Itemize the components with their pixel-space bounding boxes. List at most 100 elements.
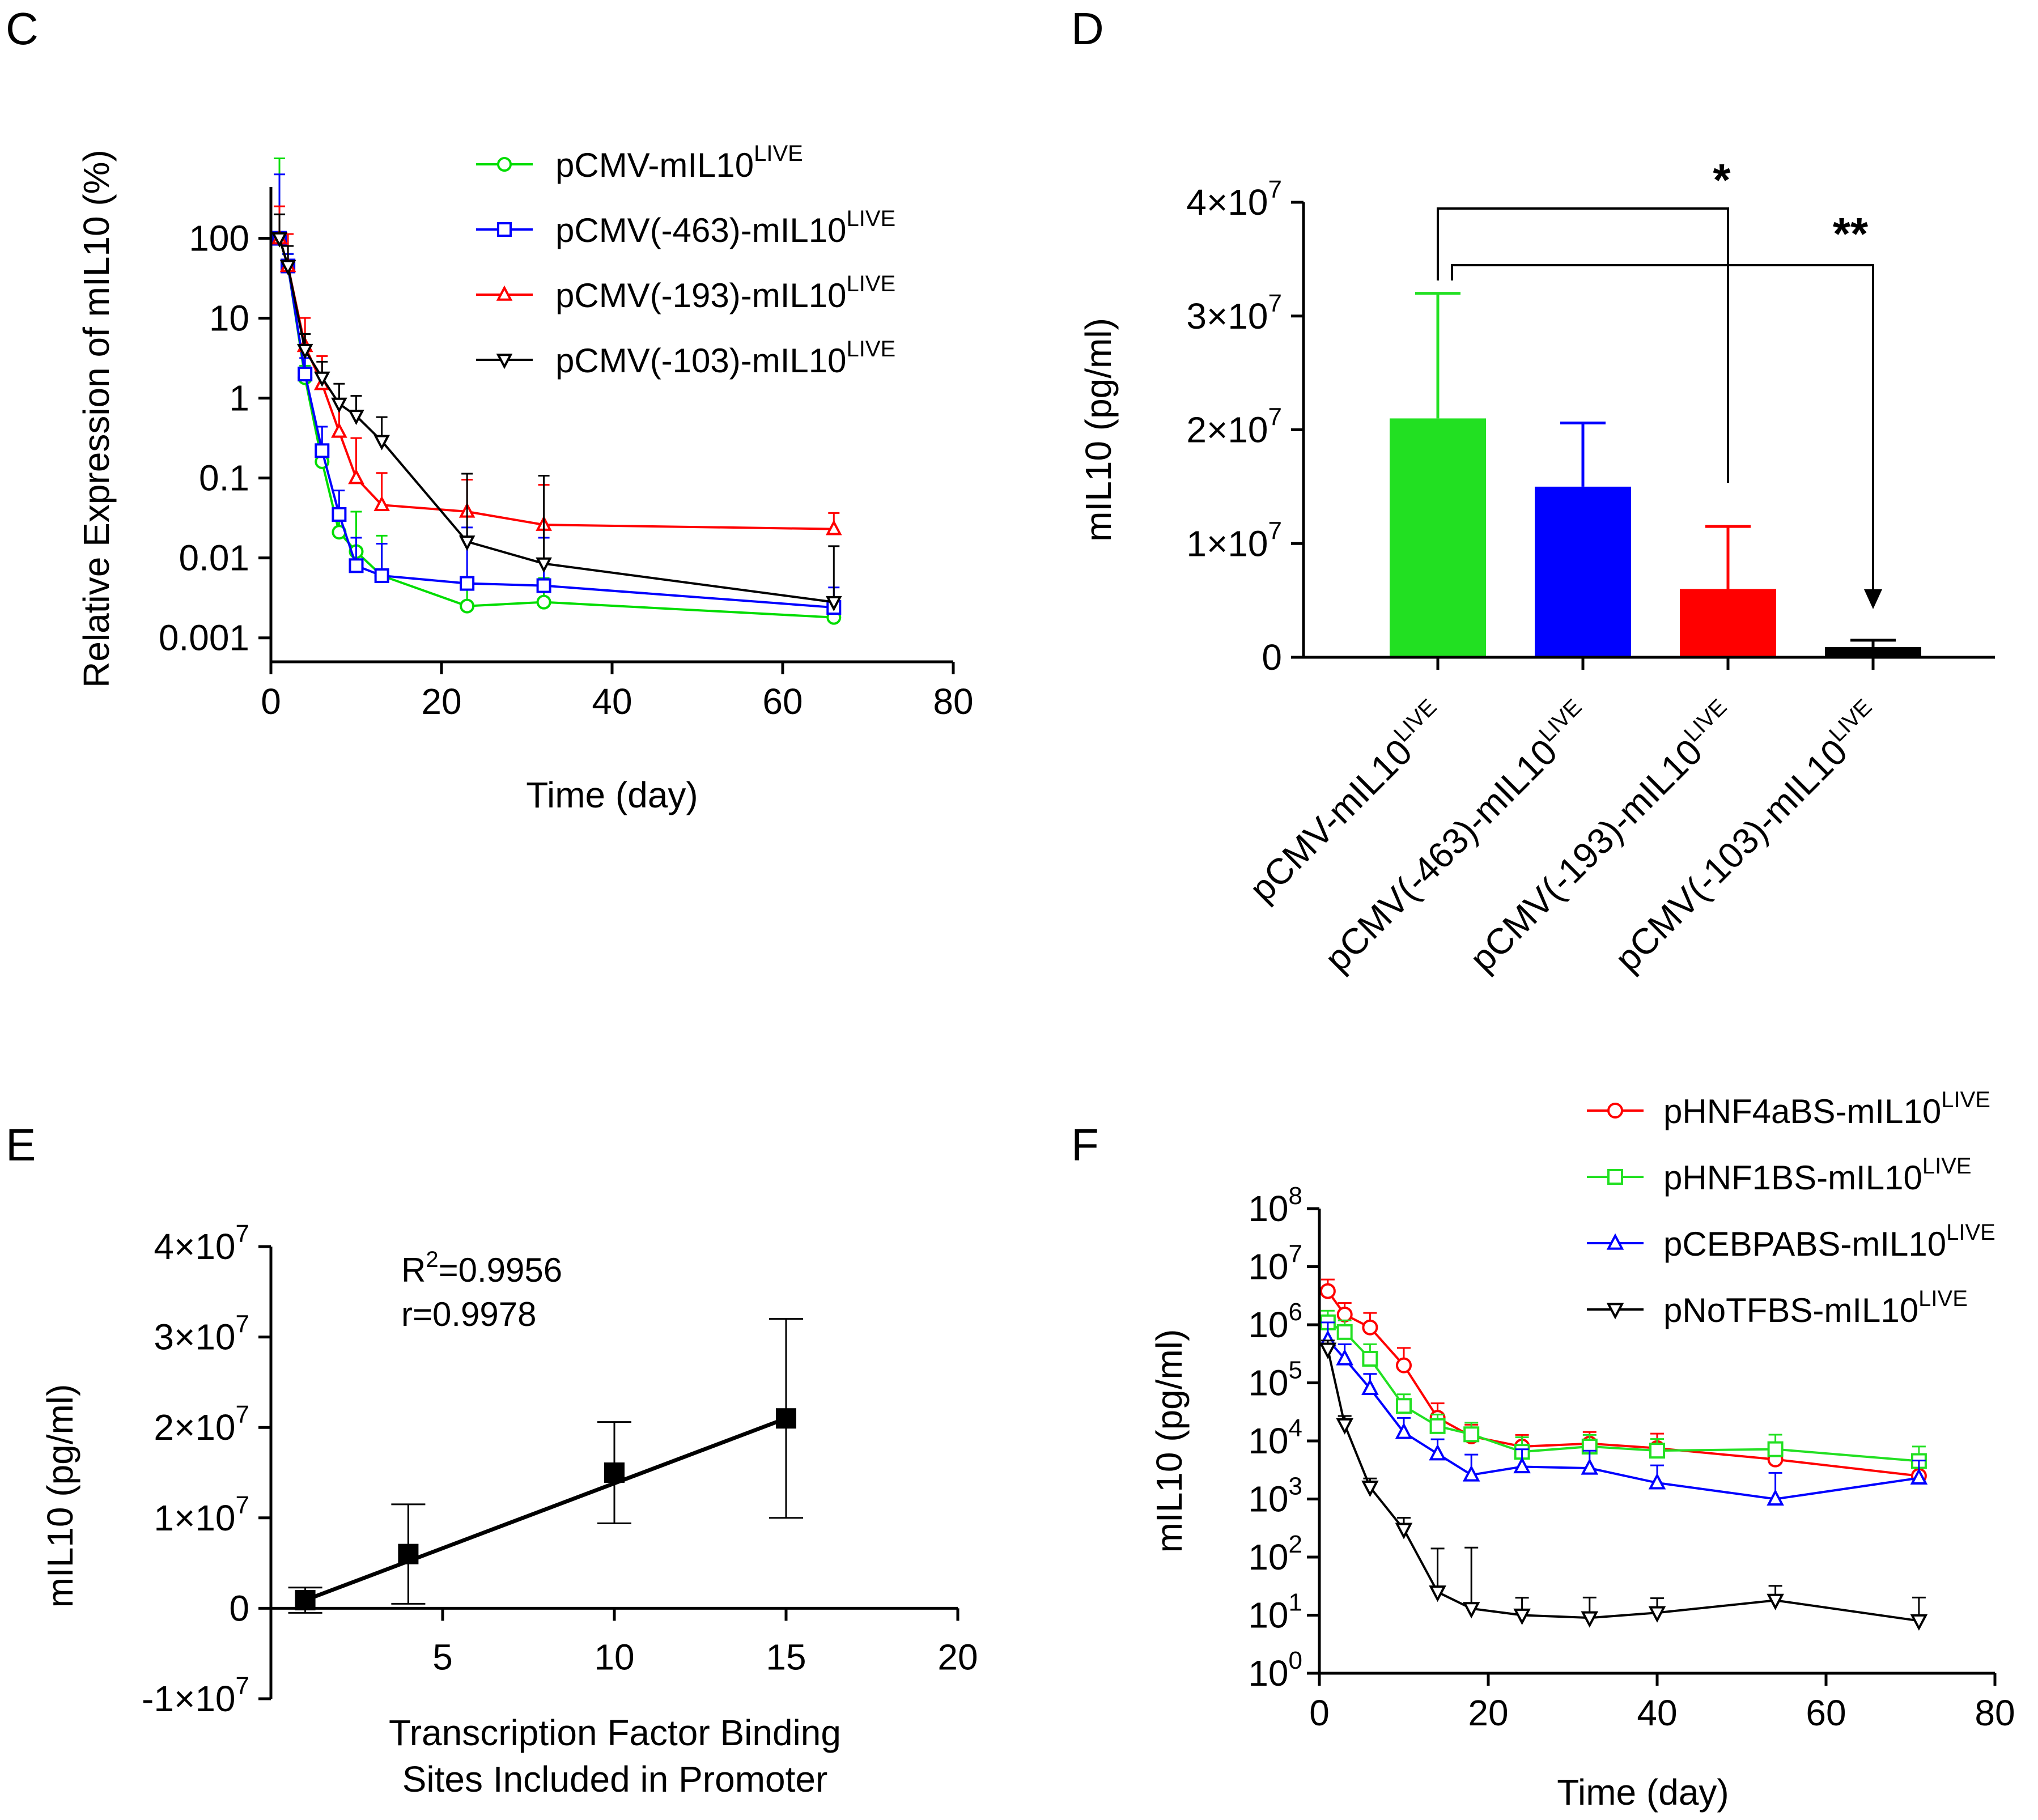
significance-label-2: ** bbox=[1833, 209, 1869, 259]
data-point-f-2 bbox=[1361, 1378, 1379, 1396]
y-tick-label-c: 1 bbox=[229, 378, 249, 419]
legend-label-f-0: pHNF4aBS-mIL10LIVE bbox=[1663, 1087, 1990, 1130]
legend-label-c-1: pCMV(-463)-mIL10LIVE bbox=[555, 206, 895, 249]
panel-letter-c: C bbox=[6, 3, 39, 54]
category-label-d-2: pCMV(-193)-mIL10LIVE bbox=[1460, 694, 1745, 979]
data-point-c-3 bbox=[279, 260, 296, 275]
data-point-f-2 bbox=[1767, 1489, 1784, 1506]
panel-letter-d: D bbox=[1071, 3, 1104, 54]
legend-label-f-2: pCEBPABS-mIL10LIVE bbox=[1663, 1220, 1995, 1263]
data-point-c-0 bbox=[536, 594, 551, 610]
data-point-f-3 bbox=[1395, 1523, 1413, 1540]
data-point-c-1 bbox=[374, 568, 389, 583]
y-axis-title-f: mIL10 (pg/ml) bbox=[1149, 1329, 1190, 1553]
data-point-e-0 bbox=[295, 1590, 316, 1611]
data-point-c-2 bbox=[348, 469, 364, 484]
data-point-f-2 bbox=[1336, 1349, 1354, 1366]
category-label-d-1: pCMV(-463)-mIL10LIVE bbox=[1315, 694, 1600, 979]
y-tick-label-d-2: 2×107 bbox=[1186, 403, 1282, 450]
significance-label-1: * bbox=[1713, 155, 1731, 205]
data-point-f-2 bbox=[1513, 1456, 1531, 1474]
data-point-f-3 bbox=[1462, 1602, 1480, 1619]
y-tick-label-f-2: 102 bbox=[1248, 1530, 1302, 1577]
y-tick-label-d-3: 3×107 bbox=[1186, 290, 1282, 337]
data-point-e-3 bbox=[776, 1408, 796, 1429]
data-point-c-3 bbox=[458, 535, 475, 551]
y-tick-label-d-1: 1×107 bbox=[1186, 517, 1282, 564]
data-point-f-3 bbox=[1336, 1418, 1354, 1435]
y-axis-title-c: Relative Expression of mIL10 (%) bbox=[76, 150, 117, 688]
legend-marker-c-0 bbox=[497, 157, 512, 172]
legend-marker-c-1 bbox=[497, 222, 512, 237]
x-tick-label-e: 5 bbox=[432, 1636, 453, 1677]
y-tick-label-f-8: 108 bbox=[1248, 1182, 1302, 1229]
y-tick-label-e-4: 3×107 bbox=[154, 1311, 249, 1358]
bar-d-1 bbox=[1535, 486, 1631, 657]
x-tick-label-f: 0 bbox=[1309, 1693, 1330, 1733]
data-point-f-3 bbox=[1648, 1606, 1666, 1623]
significance-arrowhead bbox=[1864, 589, 1882, 609]
series-line-f-3 bbox=[1326, 1349, 1920, 1622]
legend-label-c-2: pCMV(-193)-mIL10LIVE bbox=[555, 271, 895, 314]
x-tick-label-c: 60 bbox=[762, 681, 803, 722]
legend-marker-f-2 bbox=[1606, 1233, 1624, 1250]
panel-e-chart: 5 10 15 20 -1×107 0 1×107 2×107 3×107 4×107 Transc… bbox=[40, 1220, 978, 1800]
x-tick-label-e: 10 bbox=[594, 1636, 634, 1677]
panel-d-chart: pCMV-mIL10LIVEpCMV(-463)-mIL10LIVEpCMV(-… bbox=[1078, 155, 1995, 980]
x-tick-label-c: 20 bbox=[421, 681, 461, 722]
y-tick-label-c: 0.001 bbox=[159, 618, 249, 658]
significance-bracket-1 bbox=[1437, 207, 1729, 483]
legend-marker-f-0 bbox=[1607, 1103, 1623, 1119]
data-point-c-2 bbox=[373, 495, 390, 511]
data-point-c-3 bbox=[331, 397, 347, 413]
data-point-f-1 bbox=[1396, 1398, 1412, 1414]
y-tick-label-f-5: 105 bbox=[1248, 1357, 1302, 1404]
y-tick-label-f-7: 107 bbox=[1248, 1240, 1302, 1287]
panel-letter-f: F bbox=[1071, 1120, 1099, 1170]
data-point-f-2 bbox=[1429, 1444, 1446, 1461]
legend-marker-f-1 bbox=[1607, 1169, 1623, 1185]
data-point-f-3 bbox=[1319, 1342, 1337, 1359]
y-tick-label-c: 0.01 bbox=[179, 538, 249, 579]
data-point-c-1 bbox=[460, 576, 475, 591]
x-tick-label-e: 20 bbox=[937, 1636, 978, 1677]
y-tick-label-f-3: 103 bbox=[1248, 1473, 1302, 1520]
data-point-f-3 bbox=[1361, 1480, 1379, 1498]
legend-label-f-3: pNoTFBS-mIL10LIVE bbox=[1663, 1286, 1968, 1329]
data-point-c-1 bbox=[315, 443, 330, 458]
y-tick-label-f-4: 104 bbox=[1248, 1414, 1302, 1461]
x-axis-title-e-line1: Transcription Factor Binding bbox=[389, 1712, 841, 1753]
panel-f-chart: 0 20 40 60 80 100 101 102 103 104 105 106 107 108 Time… bbox=[1149, 1087, 2015, 1813]
x-tick-label-c: 40 bbox=[592, 681, 632, 722]
y-tick-label-e-2: 1×107 bbox=[154, 1491, 249, 1538]
x-tick-label-e: 15 bbox=[766, 1636, 806, 1677]
significance-bracket-2 bbox=[1451, 264, 1874, 598]
x-tick-label-c: 80 bbox=[933, 681, 973, 722]
bar-d-0 bbox=[1390, 418, 1486, 657]
x-tick-label-f: 40 bbox=[1637, 1693, 1677, 1733]
y-tick-label-f-0: 100 bbox=[1248, 1647, 1302, 1694]
data-point-f-0 bbox=[1336, 1306, 1353, 1323]
data-point-c-3 bbox=[271, 232, 288, 248]
bar-d-2 bbox=[1680, 589, 1776, 657]
data-point-f-0 bbox=[1319, 1283, 1336, 1299]
x-tick-label-f: 60 bbox=[1806, 1693, 1846, 1733]
data-point-f-2 bbox=[1462, 1465, 1480, 1482]
data-point-c-2 bbox=[825, 520, 842, 535]
data-point-c-1 bbox=[332, 507, 347, 522]
x-tick-label-f: 20 bbox=[1468, 1693, 1508, 1733]
data-point-f-3 bbox=[1767, 1593, 1784, 1610]
bar-d-3 bbox=[1825, 647, 1921, 657]
x-axis-title-f: Time (day) bbox=[1557, 1772, 1729, 1813]
series-line-c-1 bbox=[278, 237, 834, 609]
y-axis-title-d: mIL10 (pg/ml) bbox=[1078, 318, 1119, 542]
y-tick-label-e-0: -1×107 bbox=[142, 1672, 249, 1719]
data-point-f-1 bbox=[1336, 1324, 1353, 1340]
y-tick-label-c: 0.1 bbox=[199, 458, 249, 499]
data-point-c-3 bbox=[373, 435, 390, 450]
data-point-f-1 bbox=[1649, 1443, 1665, 1459]
data-point-f-2 bbox=[1910, 1468, 1928, 1485]
legend-label-f-1: pHNF1BS-mIL10LIVE bbox=[1663, 1154, 1972, 1197]
x-axis-title-c: Time (day) bbox=[526, 775, 698, 815]
data-point-f-2 bbox=[1648, 1473, 1666, 1490]
